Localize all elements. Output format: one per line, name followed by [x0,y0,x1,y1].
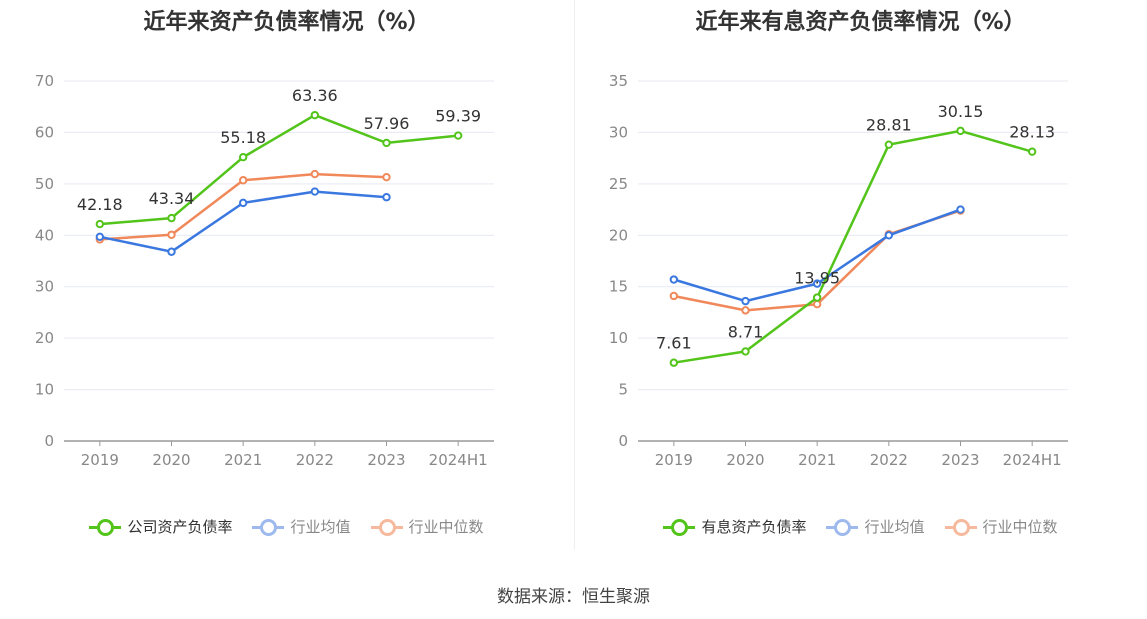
legend-swatch-icon [826,518,859,536]
data-point [167,213,176,223]
data-label: 42.18 [77,195,123,214]
legend-label: 有息资产负债率 [701,518,807,536]
line-chart-interest-debt-ratio: 0 5 10 15 20 25 30 35 2019 2020 2021 2022 2023 2024H1… [609,72,1068,469]
legend-swatch-icon [663,518,696,536]
y-tick-label: 20 [609,226,628,244]
data-point [95,232,105,242]
data-point [956,126,965,136]
data-label: 57.96 [364,114,410,133]
x-tick-label: 2020 [726,451,764,469]
data-point [382,138,391,148]
data-point [95,219,105,229]
y-tick-label: 25 [609,175,628,193]
data-point [382,193,391,202]
y-tick-label: 50 [35,175,54,193]
data-label: 55.18 [220,128,266,147]
data-point [812,279,822,288]
y-tick-label: 35 [609,72,628,90]
y-tick-label: 30 [35,278,54,296]
x-tick-label: 2019 [655,451,693,469]
panel-divider [574,0,575,550]
data-point [238,153,248,162]
data-point [741,306,750,315]
data-point [310,110,320,120]
data-point [812,300,822,309]
x-tick-label: 2020 [152,451,190,469]
y-tick-label: 15 [609,278,628,296]
legend: 公司资产负债率 行业均值 行业中位数 [0,516,573,537]
data-point [669,358,679,367]
data-point [238,176,248,185]
data-point [382,172,391,182]
data-point [310,169,320,179]
y-tick-label: 10 [35,381,54,399]
data-label: 59.39 [435,107,481,126]
x-tick-label: 2024H1 [1003,451,1062,469]
data-point [956,205,965,214]
chart-title: 近年来资产负债率情况（%） [143,10,430,35]
y-tick-label: 5 [618,381,628,399]
x-tick-label: 2024H1 [429,451,488,469]
data-label: 30.15 [938,102,984,121]
data-label: 43.34 [149,189,195,208]
x-tick-label: 2019 [81,451,119,469]
data-label: 63.36 [292,86,338,105]
data-point [238,198,248,208]
chart-panel-interest-debt-ratio: 近年来有息资产负债率情况（%） 0 5 10 15 20 25 30 35 2019 2020 20… [574,0,1147,560]
data-label: 13.95 [794,269,840,288]
data-point [669,291,679,301]
x-tick-label: 2022 [296,451,334,469]
data-point [741,347,750,356]
data-point [741,296,750,306]
legend-item-industry-mean[interactable]: 行业均值 [252,516,351,537]
data-point [1027,147,1037,156]
legend-swatch-icon [252,518,285,536]
y-tick-label: 60 [35,123,54,141]
legend-item-industry-mean[interactable]: 行业均值 [826,516,925,537]
data-point [884,231,894,240]
data-source: 数据来源：恒生聚源 [497,587,650,607]
line-chart-debt-ratio: 0 10 20 30 40 50 60 70 2019 2020 2021 2022 2023 2024H… [35,72,494,469]
legend-item-industry-median[interactable]: 行业中位数 [944,516,1058,537]
x-tick-label: 2021 [224,451,262,469]
x-tick-label: 2023 [367,451,405,469]
y-tick-label: 0 [44,432,54,450]
chart-panel-debt-ratio: 近年来资产负债率情况（%） 0 10 20 30 40 50 60 70 2019 2020 202… [0,0,573,560]
x-tick-label: 2023 [941,451,979,469]
legend-item-company[interactable]: 有息资产负债率 [663,516,806,537]
legend-swatch-icon [944,518,977,536]
y-tick-label: 0 [618,432,628,450]
series-line [673,129,1033,364]
legend-label: 行业中位数 [408,518,484,536]
x-tick-label: 2022 [870,451,908,469]
y-tick-label: 20 [35,329,54,347]
legend-item-company[interactable]: 公司资产负债率 [89,516,232,537]
legend-label: 公司资产负债率 [127,518,233,536]
series-line [99,113,459,226]
legend-label: 行业均值 [290,518,351,536]
data-label: 8.71 [728,322,764,341]
data-point [669,275,679,284]
data-label: 28.81 [866,116,912,135]
data-point [310,187,320,196]
legend: 有息资产负债率 行业均值 行业中位数 [574,516,1147,537]
data-point [167,247,176,256]
y-tick-label: 30 [609,123,628,141]
y-tick-label: 70 [35,72,54,90]
legend-swatch-icon [370,518,403,536]
x-tick-label: 2021 [798,451,836,469]
data-point [167,230,176,239]
data-label: 7.61 [656,334,692,353]
data-point [453,131,463,140]
legend-label: 行业均值 [864,518,925,536]
chart-title: 近年来有息资产负债率情况（%） [695,10,1026,35]
data-label: 28.13 [1009,123,1055,142]
data-point [884,140,894,149]
y-tick-label: 40 [35,226,54,244]
data-point [812,293,822,302]
y-tick-label: 10 [609,329,628,347]
legend-item-industry-median[interactable]: 行业中位数 [370,516,484,537]
legend-label: 行业中位数 [982,518,1058,536]
legend-swatch-icon [89,518,122,536]
